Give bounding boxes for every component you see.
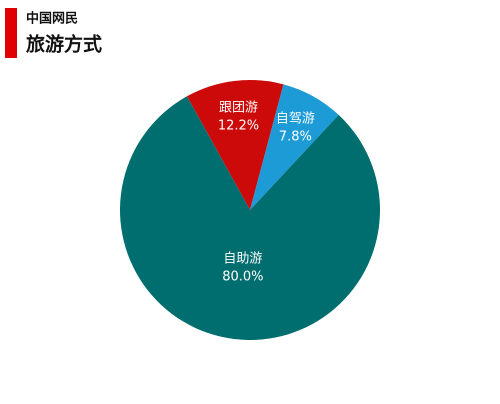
pie-slice — [119, 96, 380, 340]
chart-subtitle: 旅游方式 — [26, 33, 102, 56]
slice-label: 自助游 — [223, 252, 262, 267]
chart-title: 中国网民 — [26, 11, 78, 27]
title-accent — [5, 8, 17, 58]
slice-label: 跟团游 — [219, 101, 258, 116]
slice-label: 自驾游 — [276, 112, 315, 127]
slice-value-label: 12.2% — [218, 119, 259, 134]
slice-value-label: 7.8% — [279, 130, 312, 145]
slice-value-label: 80.0% — [222, 270, 263, 285]
pie-slice — [250, 84, 339, 210]
pie-slice — [186, 79, 284, 210]
